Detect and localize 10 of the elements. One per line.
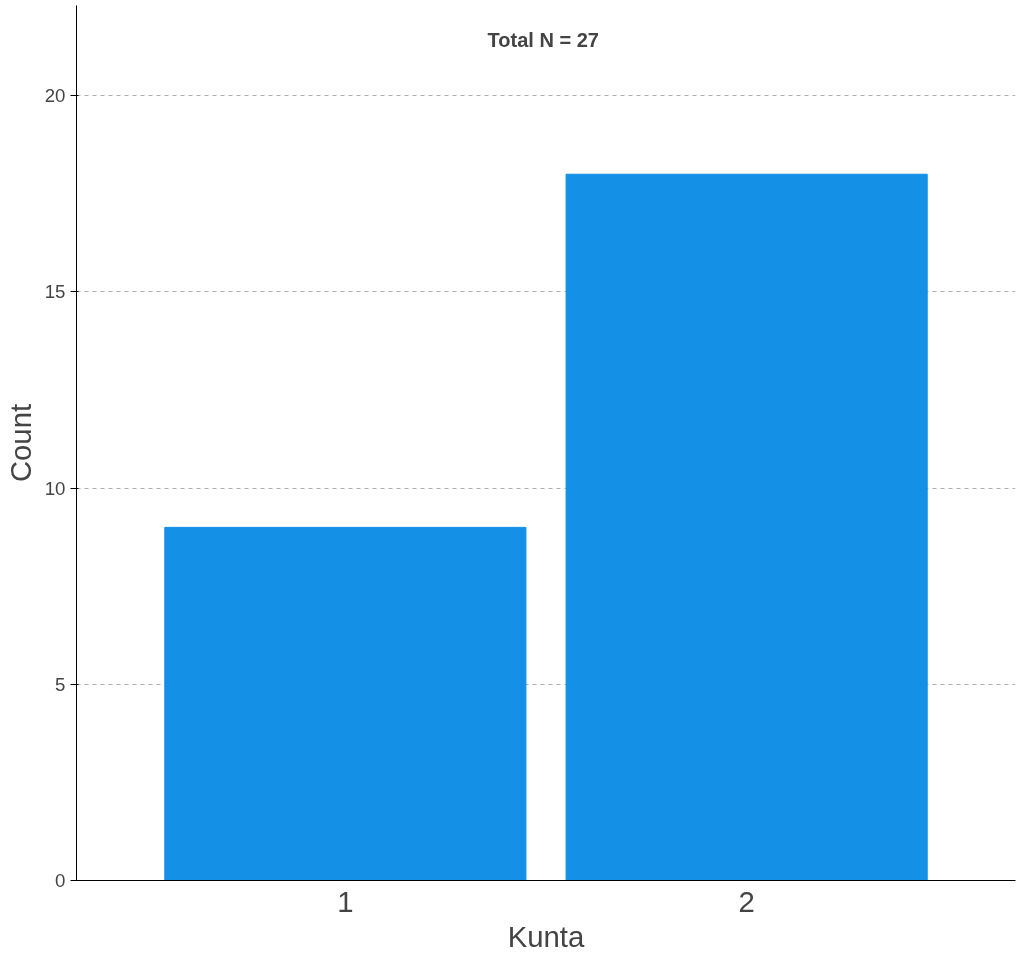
x-axis-title: Kunta — [507, 919, 586, 953]
y-tick-label: 15 — [44, 281, 66, 303]
y-tick-label: 5 — [55, 673, 66, 695]
annotation: Total N = 27 — [487, 28, 599, 51]
y-tick-label: 20 — [44, 85, 66, 107]
y-axis-title: Count — [3, 403, 37, 483]
x-tick-label: 2 — [738, 884, 755, 918]
y-tick-label: 10 — [44, 477, 66, 499]
y-tick-label: 0 — [55, 870, 66, 891]
x-tick-label: 1 — [337, 884, 354, 918]
